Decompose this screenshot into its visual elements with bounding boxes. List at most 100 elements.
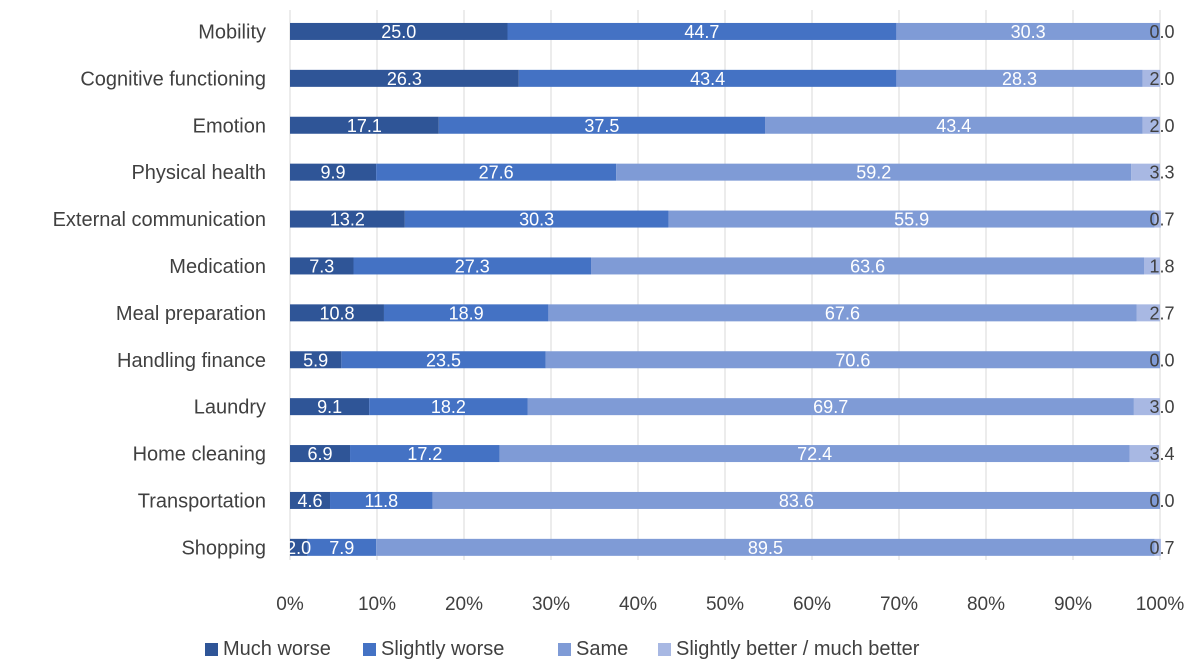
category-label: Emotion xyxy=(193,115,266,137)
data-label: 55.9 xyxy=(894,210,929,230)
bar-segment xyxy=(1142,116,1160,134)
bar-segment xyxy=(290,22,508,40)
data-label: 3.4 xyxy=(1149,444,1174,464)
data-labels: 25.0 44.7 30.3 0.0 26.3 43.4 28.3 2.0 17.1 37.5 43… xyxy=(286,22,1174,558)
data-label: 10.8 xyxy=(319,303,354,323)
bar-segment xyxy=(591,257,1145,275)
bar-segment xyxy=(369,398,528,416)
data-label: 17.1 xyxy=(347,116,382,136)
data-label: 63.6 xyxy=(850,256,885,276)
x-tick-label: 10% xyxy=(358,594,396,615)
bar-segment xyxy=(548,304,1137,322)
data-label: 25.0 xyxy=(381,22,416,42)
data-label: 0.0 xyxy=(1149,491,1174,511)
legend-swatch xyxy=(363,643,376,656)
category-label: Home cleaning xyxy=(133,444,266,466)
data-label: 2.7 xyxy=(1149,303,1174,323)
data-label: 43.4 xyxy=(936,116,971,136)
bar-segment xyxy=(341,351,546,369)
data-label: 3.3 xyxy=(1149,163,1174,183)
data-label: 30.3 xyxy=(1011,22,1046,42)
data-label: 0.7 xyxy=(1149,538,1174,558)
data-label: 30.3 xyxy=(519,210,554,230)
data-label: 26.3 xyxy=(387,69,422,89)
x-tick-label: 70% xyxy=(880,594,918,615)
bar-segment xyxy=(376,538,1155,556)
x-tick-label: 0% xyxy=(276,594,304,615)
bar-segment xyxy=(1131,163,1160,181)
bar-segment xyxy=(290,445,351,463)
data-label: 2.0 xyxy=(1149,69,1174,89)
x-tick-label: 40% xyxy=(619,594,657,615)
data-label: 83.6 xyxy=(779,491,814,511)
legend-label: Much worse xyxy=(223,638,331,660)
bar-segment xyxy=(507,22,897,40)
category-label: External communication xyxy=(53,209,266,231)
data-label: 0.7 xyxy=(1149,210,1174,230)
bar-segment xyxy=(353,257,592,275)
data-label: 44.7 xyxy=(684,22,719,42)
data-label: 27.6 xyxy=(479,163,514,183)
data-label: 37.5 xyxy=(584,116,619,136)
bar-segment xyxy=(350,445,500,463)
bar-segment xyxy=(290,491,331,509)
bar-segment xyxy=(307,538,377,556)
gridlines xyxy=(289,10,1161,560)
data-label: 67.6 xyxy=(825,303,860,323)
bar-segment xyxy=(896,69,1143,87)
data-label: 18.2 xyxy=(431,397,466,417)
bar-segment xyxy=(432,491,1160,509)
category-label: Cognitive functioning xyxy=(80,68,266,90)
bars xyxy=(290,22,1161,556)
data-label: 70.6 xyxy=(835,350,870,370)
legend-label: Slightly worse xyxy=(381,638,504,660)
value-axis: 0% 10% 20% 30% 40% 50% 60% 70% 80% 90% 100% xyxy=(276,594,1184,615)
category-label: Medication xyxy=(169,256,266,278)
data-label: 72.4 xyxy=(797,444,832,464)
data-label: 0.0 xyxy=(1149,350,1174,370)
bar-segment xyxy=(290,257,354,275)
bar-segment xyxy=(527,398,1134,416)
bar-segment xyxy=(616,163,1132,181)
data-label: 11.8 xyxy=(364,491,398,511)
data-label: 1.8 xyxy=(1149,256,1174,276)
data-label: 2.0 xyxy=(1149,116,1174,136)
data-label: 7.9 xyxy=(329,538,354,558)
data-label: 69.7 xyxy=(813,397,848,417)
category-label: Transportation xyxy=(138,490,266,512)
legend-label: Same xyxy=(576,638,628,660)
data-label: 43.4 xyxy=(690,69,725,89)
x-tick-label: 90% xyxy=(1054,594,1092,615)
data-label: 23.5 xyxy=(426,350,461,370)
category-label: Meal preparation xyxy=(116,303,266,325)
bar-segment xyxy=(290,210,405,228)
category-label: Handling finance xyxy=(117,350,266,372)
x-tick-label: 80% xyxy=(967,594,1005,615)
data-label: 0.0 xyxy=(1149,22,1174,42)
data-label: 18.9 xyxy=(449,303,484,323)
category-label: Laundry xyxy=(194,397,266,419)
legend-swatch xyxy=(205,643,218,656)
data-label: 17.2 xyxy=(407,444,442,464)
data-label: 3.0 xyxy=(1149,397,1174,417)
category-label: Shopping xyxy=(181,537,266,559)
data-label: 7.3 xyxy=(309,256,334,276)
bar-segment xyxy=(290,69,519,87)
bar-segment xyxy=(290,538,308,556)
data-label: 89.5 xyxy=(748,538,783,558)
bar-segment xyxy=(1133,398,1160,416)
legend-swatch xyxy=(558,643,571,656)
bar-segment xyxy=(376,163,617,181)
category-axis: Mobility Cognitive functioning Emotion Phys… xyxy=(53,21,266,559)
bar-segment xyxy=(290,351,342,369)
x-tick-label: 20% xyxy=(445,594,483,615)
bar-segment xyxy=(404,210,669,228)
data-label: 6.9 xyxy=(307,444,332,464)
bar-segment xyxy=(1129,445,1160,463)
bar-segment xyxy=(518,69,897,87)
legend-label: Slightly better / much better xyxy=(676,638,920,660)
x-tick-label: 50% xyxy=(706,594,744,615)
category-label: Mobility xyxy=(198,21,266,43)
data-label: 9.1 xyxy=(317,397,342,417)
